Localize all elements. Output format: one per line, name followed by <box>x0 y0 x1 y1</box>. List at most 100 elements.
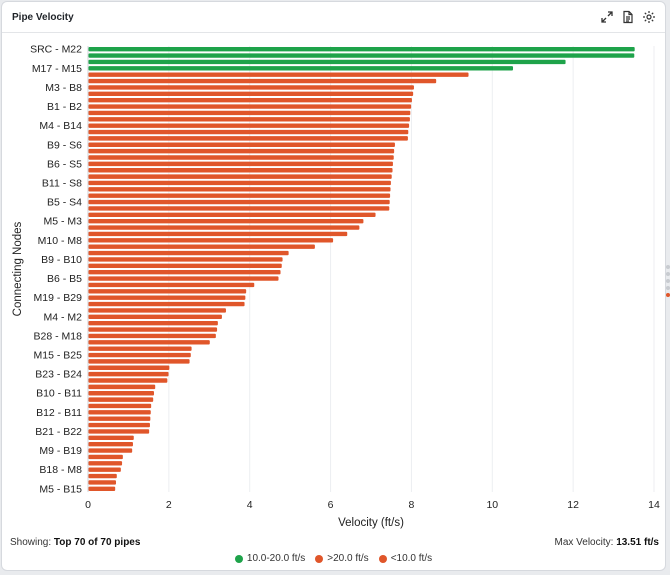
x-tick-label: 12 <box>567 499 579 511</box>
velocity-bar <box>88 384 156 390</box>
y-tick-label: B10 - B11 <box>36 388 82 400</box>
legend-label: <10.0 ft/s <box>390 553 433 564</box>
velocity-bar <box>88 104 412 109</box>
gear-icon[interactable] <box>642 10 656 24</box>
velocity-bar <box>88 403 152 409</box>
velocity-bar <box>88 346 192 351</box>
legend-item-10-20[interactable]: 10.0-20.0 ft/s <box>234 553 306 564</box>
velocity-bar <box>88 327 218 332</box>
velocity-bar <box>88 314 222 319</box>
velocity-bar <box>88 168 393 173</box>
showing-label: Showing: <box>10 537 52 548</box>
velocity-bar <box>88 397 154 402</box>
legend-label: >20.0 ft/s <box>327 553 369 564</box>
y-tick-label: M19 - B29 <box>34 292 83 304</box>
velocity-bar <box>88 333 216 339</box>
velocity-bar <box>88 295 246 300</box>
velocity-bar <box>88 78 437 84</box>
x-tick-label: 0 <box>85 499 91 511</box>
x-tick-label: 6 <box>328 499 334 511</box>
expand-icon[interactable] <box>600 10 614 24</box>
velocity-bar <box>88 301 245 307</box>
x-tick-label: 8 <box>409 499 415 511</box>
legend-item-under-10[interactable]: <10.0 ft/s <box>378 553 433 564</box>
velocity-bar <box>88 187 391 192</box>
velocity-bar <box>88 97 412 103</box>
scroll-dot[interactable] <box>666 279 670 283</box>
velocity-bar <box>88 53 635 58</box>
y-tick-label: M5 - B15 <box>39 483 82 495</box>
y-tick-label: M9 - B19 <box>39 445 82 457</box>
y-tick-label: B23 - B24 <box>35 369 82 381</box>
velocity-bar <box>88 219 364 224</box>
legend-label: 10.0-20.0 ft/s <box>246 553 306 564</box>
velocity-bar <box>88 473 117 479</box>
scroll-dot[interactable] <box>666 272 670 276</box>
document-icon[interactable] <box>621 10 635 24</box>
velocity-bar <box>88 480 116 485</box>
velocity-bar <box>88 110 411 116</box>
velocity-bar <box>88 371 169 377</box>
velocity-bar <box>88 193 391 198</box>
velocity-bar <box>88 289 247 294</box>
velocity-bar <box>88 155 394 160</box>
velocity-bar-chart: SRC - M22 M17 - M15 M3 - B8 B1 - B2 M4 - B14… <box>12 44 660 529</box>
velocity-bar <box>88 244 315 249</box>
velocity-bar <box>88 212 376 218</box>
velocity-bar <box>88 410 151 415</box>
velocity-bar <box>88 391 154 396</box>
y-tick-label: B5 - S4 <box>47 197 82 209</box>
y-tick-label: SRC - M22 <box>30 44 82 56</box>
page-scroll-indicator[interactable] <box>666 265 670 300</box>
y-tick-label: B9 - B10 <box>41 254 82 266</box>
y-tick-label: B6 - B5 <box>47 273 82 285</box>
velocity-bar <box>88 429 150 434</box>
velocity-bar <box>88 180 391 186</box>
velocity-bar <box>88 416 151 421</box>
x-tick-label: 4 <box>247 499 253 511</box>
velocity-bar <box>88 129 409 135</box>
y-tick-label: B28 - M18 <box>34 330 83 342</box>
y-tick-label: B1 - B2 <box>47 101 82 113</box>
velocity-bar <box>88 359 190 364</box>
max-velocity-summary: Max Velocity: 13.51 ft/s <box>554 537 659 548</box>
velocity-bar <box>88 136 408 141</box>
x-tick-label: 10 <box>486 499 498 511</box>
y-tick-label: M4 - M2 <box>43 311 82 323</box>
max-velocity-label: Max Velocity: <box>554 537 614 548</box>
velocity-bar <box>88 365 170 370</box>
legend-dot <box>234 554 243 563</box>
velocity-bar <box>88 257 283 262</box>
y-tick-label: M4 - B14 <box>39 120 82 132</box>
y-tick-label: B12 - B11 <box>36 407 82 419</box>
x-tick-label: 2 <box>166 499 172 511</box>
velocity-bar <box>88 263 282 269</box>
velocity-bar <box>88 161 393 167</box>
scroll-dot[interactable] <box>666 265 670 269</box>
velocity-bar <box>88 72 469 77</box>
velocity-bar <box>88 117 410 122</box>
velocity-bar <box>88 276 279 281</box>
showing-summary: Showing: Top 70 of 70 pipes <box>10 537 140 548</box>
velocity-bar <box>88 422 150 428</box>
velocity-bar <box>88 454 123 460</box>
x-axis-title: Velocity (ft/s) <box>338 517 404 529</box>
velocity-bar <box>88 461 123 466</box>
velocity-bar <box>88 225 360 230</box>
legend-dot <box>315 554 324 563</box>
x-tick-label: 14 <box>648 499 660 511</box>
velocity-bar <box>88 442 133 447</box>
velocity-bar <box>88 435 134 441</box>
scroll-dot-active[interactable] <box>666 293 670 297</box>
velocity-bar <box>88 238 334 243</box>
scroll-dot[interactable] <box>666 286 670 290</box>
y-tick-label: M10 - M8 <box>38 235 83 247</box>
velocity-bar <box>88 320 218 326</box>
legend-item-over-20[interactable]: >20.0 ft/s <box>315 553 369 564</box>
y-tick-label: B21 - B22 <box>35 426 82 438</box>
velocity-bar <box>88 269 281 275</box>
velocity-bar <box>88 250 289 256</box>
velocity-bar <box>88 340 210 345</box>
velocity-bar <box>88 231 348 237</box>
